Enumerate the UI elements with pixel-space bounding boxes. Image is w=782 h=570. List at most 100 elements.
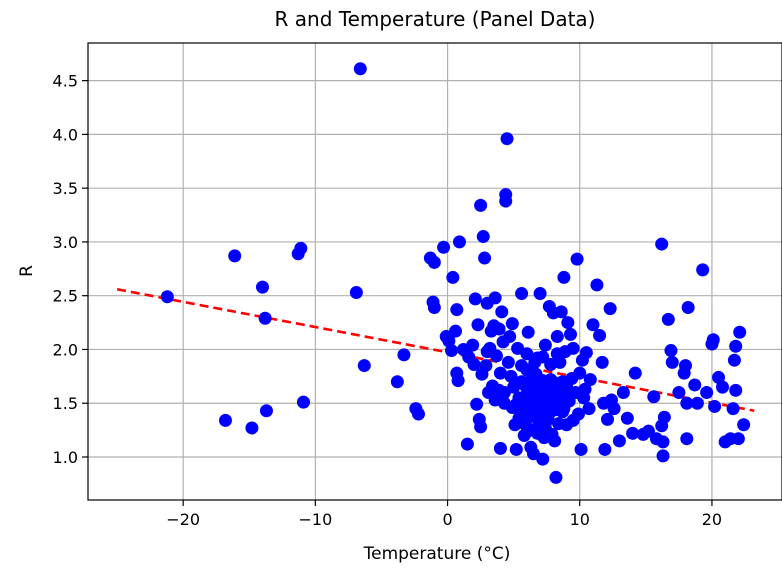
data-point [437, 240, 451, 254]
data-point [661, 312, 675, 326]
data-point [520, 347, 534, 361]
data-point [258, 311, 272, 325]
data-point [536, 452, 550, 466]
data-point [411, 407, 425, 421]
data-point [296, 395, 310, 409]
data-point [474, 198, 488, 212]
data-point [492, 383, 506, 397]
data-point [245, 421, 259, 435]
data-point [727, 353, 741, 367]
data-point [688, 378, 702, 392]
data-point [716, 380, 730, 394]
data-point [451, 374, 465, 388]
data-point [578, 382, 592, 396]
trend-line-layer [116, 287, 755, 413]
x-tick-label: 20 [702, 510, 722, 529]
data-point [561, 316, 575, 330]
data-point [357, 359, 371, 373]
data-point [495, 305, 509, 319]
data-point [467, 358, 481, 372]
plot-frame [87, 42, 782, 501]
data-point [538, 338, 552, 352]
data-point [700, 385, 714, 399]
data-point [731, 432, 745, 446]
data-point [726, 402, 740, 416]
data-point [647, 390, 661, 404]
x-tick-label: −10 [298, 510, 332, 529]
data-point [586, 318, 600, 332]
data-point [737, 418, 751, 432]
data-point [657, 410, 671, 424]
data-point [595, 355, 609, 369]
data-point [509, 442, 523, 456]
y-tick-label: 3.0 [53, 233, 78, 252]
data-point [545, 427, 559, 441]
data-point [598, 442, 612, 456]
data-point [493, 441, 507, 455]
data-point [680, 432, 694, 446]
y-tick-label: 2.0 [53, 340, 78, 359]
data-point [612, 434, 626, 448]
data-point [255, 280, 269, 294]
data-point [574, 442, 588, 456]
data-point [228, 249, 242, 263]
y-tick-label: 3.5 [53, 179, 78, 198]
data-point [626, 426, 640, 440]
data-point [353, 62, 367, 76]
data-point [397, 348, 411, 362]
data-point [573, 366, 587, 380]
y-axis-ticks: 1.0 1.5 2.0 2.5 3.0 3.5 4.0 4.5 [53, 72, 88, 467]
y-tick-label: 1.0 [53, 448, 78, 467]
data-point [664, 344, 678, 358]
data-point [570, 252, 584, 266]
data-point [427, 301, 441, 315]
data-point [294, 241, 308, 255]
data-point [471, 318, 485, 332]
data-point [549, 470, 563, 484]
data-point [583, 373, 597, 387]
data-point [696, 263, 710, 277]
data-point [533, 287, 547, 301]
data-point [450, 303, 464, 317]
data-point [218, 413, 232, 427]
x-tick-label: −20 [166, 510, 200, 529]
data-point [504, 369, 518, 383]
data-point [515, 287, 529, 301]
data-point [665, 355, 679, 369]
data-point [544, 358, 558, 372]
y-tick-label: 1.5 [53, 394, 78, 413]
data-point [492, 322, 506, 336]
data-point [550, 330, 564, 344]
y-axis-label: R [17, 265, 37, 277]
data-point [476, 230, 490, 244]
x-axis-ticks: −20 −10 0 10 20 [166, 500, 722, 529]
data-point [563, 327, 577, 341]
data-point [452, 235, 466, 249]
grid [88, 43, 782, 500]
data-point [499, 194, 513, 208]
data-point [521, 325, 535, 339]
data-point [470, 397, 484, 411]
data-point [474, 420, 488, 434]
data-point [616, 385, 630, 399]
data-point [501, 355, 515, 369]
data-point [448, 324, 462, 338]
data-point [500, 132, 514, 146]
data-point [620, 411, 634, 425]
chart-title: R and Temperature (Panel Data) [275, 7, 596, 31]
trend-line [116, 287, 755, 413]
data-point [593, 328, 607, 342]
x-tick-label: 10 [570, 510, 590, 529]
data-point [729, 339, 743, 353]
data-point [160, 290, 174, 304]
data-point [603, 302, 617, 316]
data-point [579, 346, 593, 360]
data-point [390, 375, 404, 389]
data-point [656, 449, 670, 463]
data-point [550, 347, 564, 361]
data-point [680, 396, 694, 410]
data-point [560, 379, 574, 393]
data-point [505, 401, 519, 415]
data-point [468, 292, 482, 306]
